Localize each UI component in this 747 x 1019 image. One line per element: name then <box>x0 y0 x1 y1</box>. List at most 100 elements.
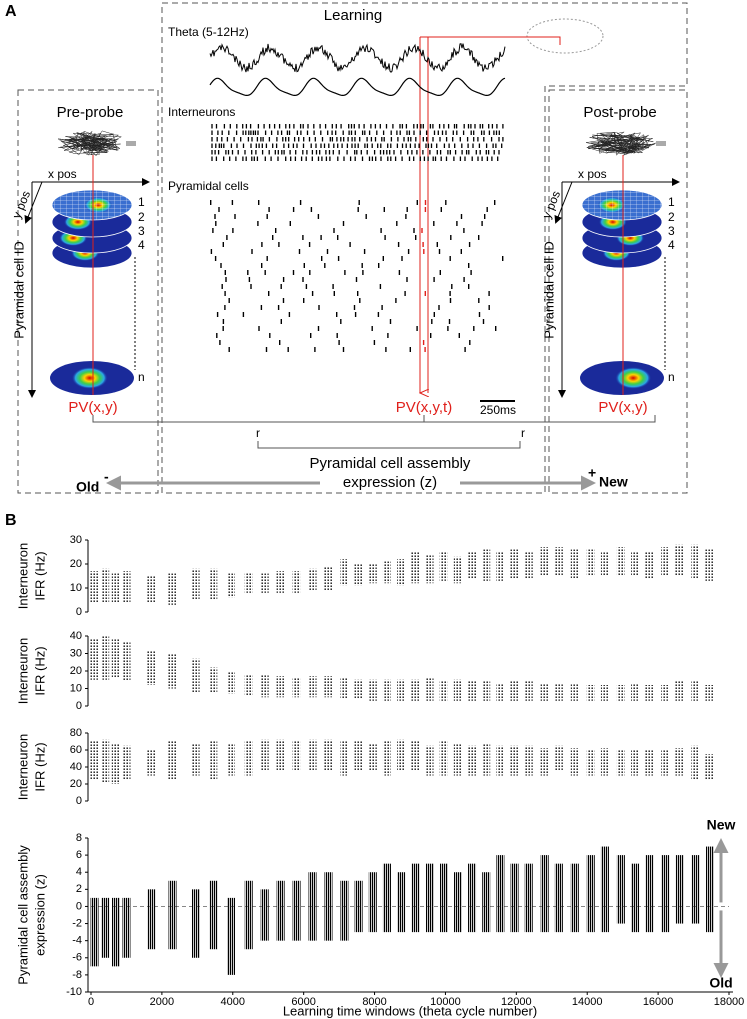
ifr-cluster <box>101 568 110 603</box>
ifr-cluster <box>324 739 333 772</box>
spike-row <box>220 263 470 268</box>
ifr-cluster <box>691 681 700 701</box>
x-tick-label: 10000 <box>430 996 461 1008</box>
ifr-cluster <box>354 564 363 586</box>
cell-number: 3 <box>668 224 675 238</box>
ifr-cluster <box>439 741 448 776</box>
ifr-cluster <box>705 549 714 581</box>
learning-title: Learning <box>324 7 382 24</box>
ifr-cluster <box>382 741 391 776</box>
ifr-cluster <box>554 745 563 772</box>
maze-arm <box>126 141 136 146</box>
expression-bar <box>354 880 363 907</box>
y-axis-arrow <box>24 181 43 224</box>
pre-probe-box <box>17 89 159 494</box>
expression-bar <box>276 880 285 907</box>
ifr-cluster <box>324 676 333 698</box>
ifr-cluster <box>368 564 377 584</box>
expression-bar <box>425 906 434 933</box>
y-tick-label: 2 <box>76 883 82 895</box>
x-tick-label: 14000 <box>572 996 603 1008</box>
ifr-cluster <box>227 743 236 776</box>
ifr-cluster <box>101 636 110 680</box>
ifr-cluster <box>168 573 177 605</box>
spike-row <box>228 347 466 352</box>
ifr-cluster <box>122 641 131 682</box>
ifr-cluster <box>482 549 491 581</box>
x-axis-label: x pos <box>578 167 607 181</box>
expression-bar <box>439 906 448 933</box>
ifr-cluster <box>468 552 477 579</box>
ifr-cluster <box>661 750 670 776</box>
expression-bar <box>90 897 99 907</box>
ifr-cluster <box>570 549 579 579</box>
expression-bar <box>554 863 563 907</box>
y-tick-label: 40 <box>70 630 82 642</box>
ifr-cluster <box>554 683 563 701</box>
ifr-cluster <box>570 748 579 776</box>
ifr-cluster <box>645 552 654 579</box>
x-axis-label: x pos <box>48 167 77 181</box>
expression-bar <box>122 897 131 907</box>
expression-bar <box>705 906 714 933</box>
expression-bar <box>600 906 609 933</box>
ifr-cluster <box>482 681 491 701</box>
post-probe-box <box>548 89 688 494</box>
expression-bar <box>616 906 625 924</box>
spike-row <box>222 242 471 247</box>
expression-bar <box>209 880 218 907</box>
ifr-cluster <box>111 743 120 784</box>
y-axis-label: Interneuron <box>15 638 30 705</box>
ifr-cluster <box>496 683 505 701</box>
expression-bar <box>397 906 406 933</box>
spike-row <box>219 340 471 345</box>
ifr-cluster <box>586 549 595 576</box>
ifr-cluster <box>340 678 349 699</box>
ifr-cluster <box>616 685 625 701</box>
spike-row <box>224 305 490 310</box>
cell-number: 2 <box>138 210 145 224</box>
ifr-cluster <box>496 552 505 581</box>
spike-row <box>211 124 504 129</box>
ifr-cluster <box>244 674 253 696</box>
spike-row <box>211 137 504 142</box>
theta-trace <box>209 43 506 73</box>
expression-bar <box>308 872 317 907</box>
ifr-cluster <box>540 547 549 576</box>
expression-bar <box>122 906 131 958</box>
ifr-cluster <box>645 750 654 776</box>
expression-bar <box>340 880 349 907</box>
ifr-cluster <box>209 741 218 780</box>
expression-bar <box>340 906 349 941</box>
ifr-cluster <box>411 552 420 584</box>
y-axis-label: y pos <box>539 189 563 221</box>
expression-bar <box>691 855 700 907</box>
r-bracket <box>257 441 521 449</box>
theta-label: Theta (5-12Hz) <box>168 25 249 39</box>
ifr-cluster <box>397 739 406 772</box>
spike-row <box>228 298 480 303</box>
expression-bar <box>468 906 477 933</box>
learning-box <box>161 2 688 494</box>
y-axis-arrow <box>554 181 573 224</box>
y-tick-label: 30 <box>70 534 82 546</box>
y-tick-label: 30 <box>70 647 82 659</box>
ifr-cluster <box>276 676 285 698</box>
expression-bar <box>324 906 333 941</box>
ifr-cluster <box>397 559 406 586</box>
plus-sign: + <box>588 465 596 481</box>
ifr-cluster <box>209 667 218 692</box>
ifr-cluster <box>554 547 563 576</box>
ifr-cluster <box>425 554 434 584</box>
ifr-cluster <box>425 678 434 701</box>
pv-label: PV(x,y) <box>68 399 117 416</box>
ifr-cluster <box>168 741 177 780</box>
y-axis-label: expression (z) <box>32 874 47 956</box>
ifr-cluster <box>260 739 269 772</box>
y-axis-label: IFR (Hz) <box>32 551 47 600</box>
expression-bar <box>425 863 434 907</box>
spike-row <box>226 235 480 240</box>
interneurons-label: Interneurons <box>168 105 235 119</box>
ifr-cluster <box>705 754 714 780</box>
